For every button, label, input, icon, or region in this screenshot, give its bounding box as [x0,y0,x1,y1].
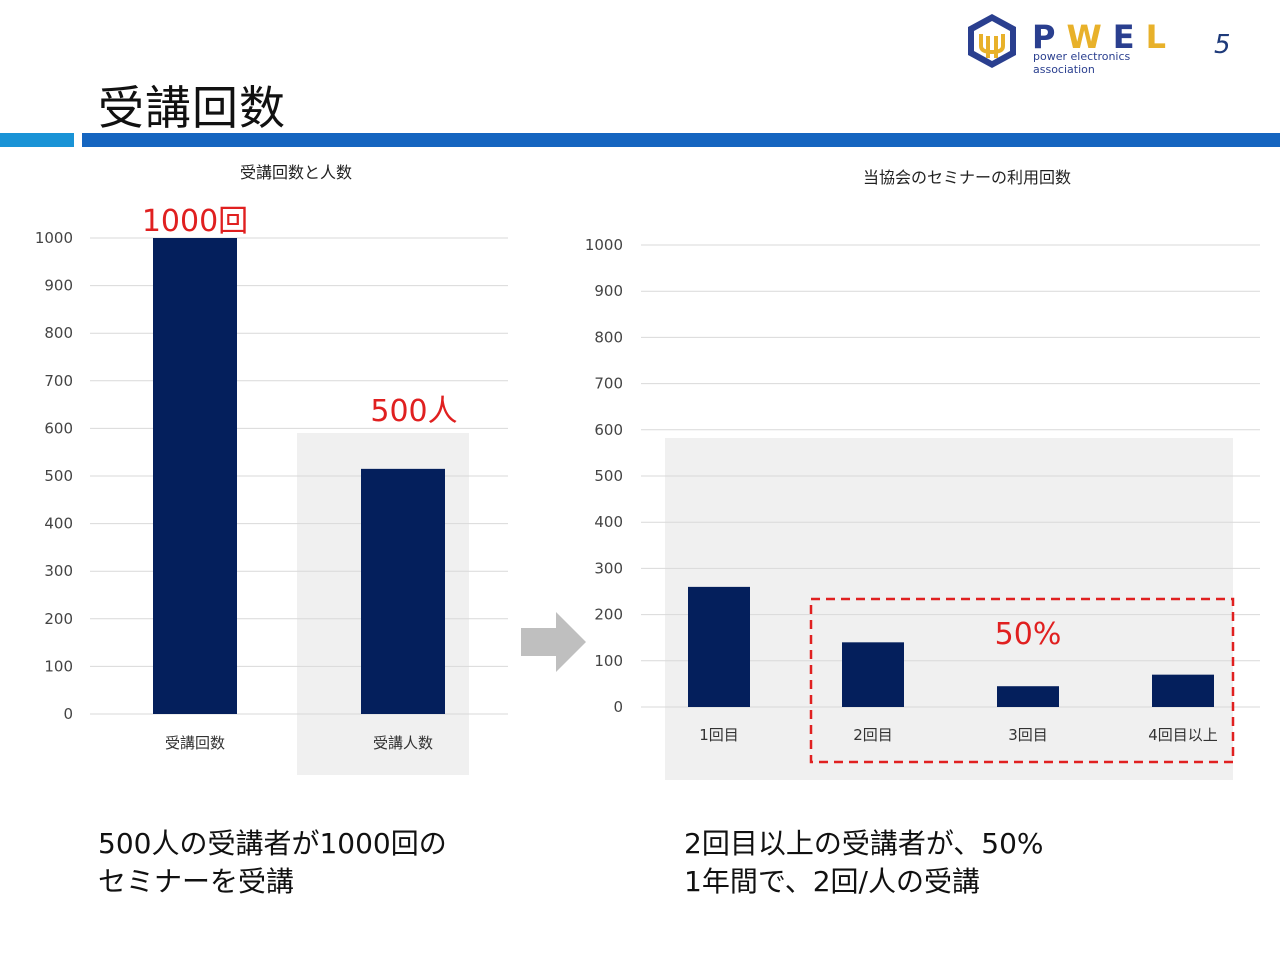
c2-bar-4 [1152,674,1214,707]
c1-y-tick-label: 0 [63,705,73,723]
chart1-x-tick-labels: 受講回数 受講人数 [165,734,433,752]
chart1-title: 受講回数と人数 [240,163,352,182]
page-number: 5 [1214,30,1231,60]
chart1-annotation-sessions: 1000回 [142,204,248,239]
c1-y-tick-label: 100 [44,657,73,675]
c1-y-tick-label: 500 [44,467,73,485]
c2-y-tick-label: 700 [594,375,623,393]
c1-y-tick-label: 400 [44,515,73,533]
c1-y-tick-label: 300 [44,562,73,580]
chart2-highlight-dashed-box [809,597,1235,764]
right-arrow-icon [521,612,586,672]
header-accent-left [0,133,74,147]
c2-x-tick-label: 1回目 [699,726,739,744]
c1-y-tick-label: 900 [44,277,73,295]
c2-y-tick-label: 800 [594,328,623,346]
caption-right: 2回目以上の受講者が、50% 1年間で、2回/人の受講 [684,825,1044,901]
chart2-annotation-percent: 50% [995,617,1062,652]
c2-bar-1 [688,586,750,707]
c2-x-tick-label: 4回目以上 [1148,726,1218,744]
c1-y-tick-label: 800 [44,324,73,342]
c1-y-tick-label: 200 [44,610,73,628]
logo-letter-l: L [1145,18,1177,56]
caption-right-line2: 1年間で、2回/人の受講 [684,865,980,898]
chart1-y-tick-labels: 0 100 200 300 400 500 600 700 800 900 1000 [35,229,73,723]
c1-y-tick-label: 1000 [35,229,73,247]
caption-left: 500人の受講者が1000回の セミナーを受講 [98,825,447,901]
pwel-logo-icon [968,14,1016,68]
chart1-bars [153,238,445,714]
c1-y-tick-label: 600 [44,419,73,437]
c1-x-tick-label: 受講人数 [373,734,433,752]
chart-sessions-participants: 受講回数と人数 0 100 200 300 400 500 600 700 800 900 1000… [35,163,508,775]
c2-y-tick-label: 0 [613,698,623,716]
logo-subtitle: power electronics association [1033,50,1131,76]
chart2-bars [688,586,1214,707]
chart2-highlight-shade [665,438,1233,780]
c1-bar-2 [361,468,445,714]
header-accent-bar [82,133,1280,147]
chart1-annotation-people: 500人 [370,394,457,429]
logo-wordmark: PWEL [1032,18,1177,56]
c2-y-tick-label: 500 [594,467,623,485]
pwel-logo: PWEL power electronics association [964,12,1194,76]
caption-left-line2: セミナーを受講 [98,865,295,898]
logo-letter-e: E [1112,18,1146,56]
c2-y-tick-label: 400 [594,513,623,531]
caption-left-line1: 500人の受講者が1000回の [98,827,447,860]
c2-y-tick-label: 300 [594,559,623,577]
logo-letter-p: P [1032,18,1067,56]
c2-bar-3 [997,686,1059,707]
logo-letter-w: W [1066,18,1113,56]
page-title: 受講回数 [98,81,286,135]
c2-y-tick-label: 900 [594,282,623,300]
chart2-y-tick-labels: 0 100 200 300 400 500 600 700 800 900 1000 [585,236,623,716]
caption-right-line1: 2回目以上の受講者が、50% [684,827,1044,860]
c2-bar-2 [842,642,904,707]
c2-y-tick-label: 100 [594,652,623,670]
c2-y-tick-label: 200 [594,606,623,624]
chart2-x-tick-labels: 1回目 2回目 3回目 4回目以上 [699,726,1218,744]
c1-y-tick-label: 700 [44,372,73,390]
c1-x-tick-label: 受講回数 [165,734,225,752]
c2-x-tick-label: 2回目 [853,726,893,744]
chart-usage-count: 当協会のセミナーの利用回数 0 100 200 300 400 500 600 700 800 9… [585,168,1260,780]
c1-bar-1 [153,238,237,714]
c2-x-tick-label: 3回目 [1008,726,1048,744]
chart2-title: 当協会のセミナーの利用回数 [863,168,1071,187]
c2-y-tick-label: 600 [594,421,623,439]
c2-y-tick-label: 1000 [585,236,623,254]
